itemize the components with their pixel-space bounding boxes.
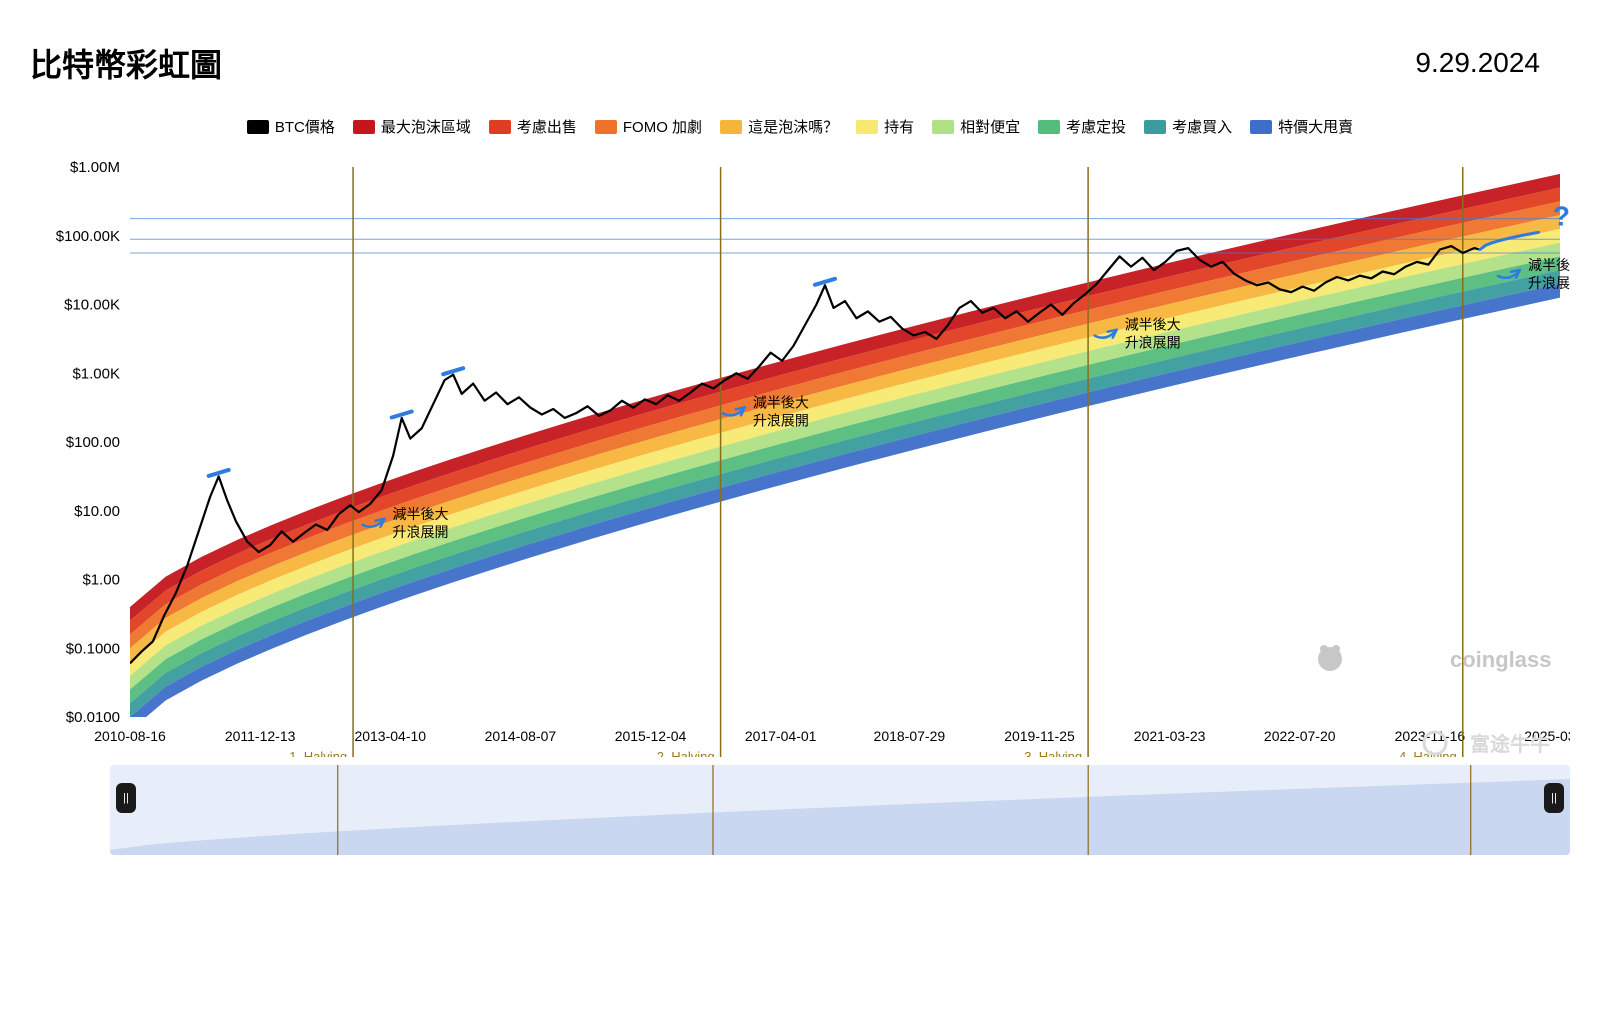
legend-item[interactable]: BTC價格: [247, 116, 335, 137]
time-scrubber[interactable]: || ||: [110, 765, 1570, 855]
x-tick-label: 2011-12-13: [225, 728, 296, 744]
scrubber-minimap: [110, 765, 1570, 855]
watermark-futu: 富途牛牛: [1470, 732, 1550, 756]
chart-container: $0.0100 $0.1000 $1.00 $10.00 $100.00 $1.00K $1…: [30, 157, 1570, 757]
y-tick-label: $10.00: [74, 503, 120, 520]
legend-swatch: [353, 120, 375, 134]
annotation-text: 減半後大: [1125, 317, 1181, 333]
peak-mark-icon: [209, 470, 229, 476]
halving-label: 3. Halving: [1024, 749, 1082, 757]
watermark-coinglass: coinglass: [1450, 647, 1551, 672]
x-tick-label: 2019-11-25: [1004, 728, 1075, 744]
legend-item[interactable]: 最大泡沫區域: [353, 116, 471, 137]
legend-item[interactable]: 這是泡沫嗎？: [720, 116, 838, 137]
chart-date: 9.29.2024: [1415, 47, 1540, 79]
legend-swatch: [720, 120, 742, 134]
legend-swatch: [1144, 120, 1166, 134]
halving-label: 1. Halving: [289, 749, 347, 757]
legend-swatch: [247, 120, 269, 134]
x-tick-label: 2014-08-07: [485, 728, 557, 744]
legend-item[interactable]: 考慮買入: [1144, 116, 1232, 137]
legend-item[interactable]: 考慮定投: [1038, 116, 1126, 137]
x-tick-label: 2010-08-16: [94, 728, 166, 744]
annotation-text: 升浪展開: [1125, 335, 1181, 351]
annotation-text: 減半後大: [1528, 257, 1570, 273]
legend-swatch: [595, 120, 617, 134]
coinglass-logo-icon: [1320, 645, 1328, 653]
peak-mark-icon: [443, 368, 463, 374]
legend-label: 持有: [884, 116, 914, 137]
coinglass-logo-icon: [1332, 645, 1340, 653]
legend-item[interactable]: 特價大甩賣: [1250, 116, 1353, 137]
annotation-text: 升浪展開: [1528, 275, 1570, 291]
legend-label: 最大泡沫區域: [381, 116, 471, 137]
legend-item[interactable]: 相對便宜: [932, 116, 1020, 137]
y-tick-label: $100.00K: [56, 228, 120, 245]
y-tick-label: $0.0100: [66, 709, 120, 726]
x-tick-label: 2023-11-16: [1395, 728, 1466, 744]
legend-swatch: [856, 120, 878, 134]
legend-item[interactable]: 考慮出售: [489, 116, 577, 137]
y-tick-label: $0.1000: [66, 640, 120, 657]
scrubber-handle-left[interactable]: ||: [116, 783, 136, 813]
legend-label: 考慮出售: [517, 116, 577, 137]
x-tick-label: 2022-07-20: [1264, 728, 1336, 744]
x-tick-label: 2013-04-10: [354, 728, 426, 744]
x-tick-label: 2021-03-23: [1134, 728, 1206, 744]
y-tick-label: $10.00K: [64, 297, 120, 314]
annotation-text: 減半後大: [393, 506, 449, 522]
legend-swatch: [1038, 120, 1060, 134]
halving-label: 2. Halving: [657, 749, 715, 757]
legend-label: FOMO 加劇: [623, 116, 702, 137]
y-tick-label: $100.00: [66, 434, 120, 451]
rainbow-chart: $0.0100 $0.1000 $1.00 $10.00 $100.00 $1.00K $1…: [30, 157, 1570, 757]
x-tick-label: 2017-04-01: [745, 728, 817, 744]
y-tick-label: $1.00K: [72, 365, 120, 382]
legend-label: 這是泡沫嗎？: [748, 116, 838, 137]
legend-swatch: [932, 120, 954, 134]
y-tick-label: $1.00M: [70, 159, 120, 176]
legend-item[interactable]: FOMO 加劇: [595, 116, 702, 137]
scrubber-handle-right[interactable]: ||: [1544, 783, 1564, 813]
legend-label: 考慮定投: [1066, 116, 1126, 137]
x-tick-label: 2018-07-29: [874, 728, 946, 744]
peak-mark-icon: [392, 412, 412, 418]
legend-label: 特價大甩賣: [1278, 116, 1353, 137]
legend-label: BTC價格: [275, 116, 335, 137]
legend-item[interactable]: 持有: [856, 116, 914, 137]
question-mark-icon: ?: [1553, 200, 1570, 231]
legend-swatch: [489, 120, 511, 134]
annotation-text: 升浪展開: [753, 412, 809, 428]
legend-label: 相對便宜: [960, 116, 1020, 137]
annotation-text: 升浪展開: [393, 524, 449, 540]
annotation-text: 減半後大: [753, 394, 809, 410]
chart-title: 比特幣彩虹圖: [30, 40, 222, 86]
legend-swatch: [1250, 120, 1272, 134]
legend-label: 考慮買入: [1172, 116, 1232, 137]
scrubber-area: [110, 779, 1570, 855]
legend: BTC價格 最大泡沫區域 考慮出售 FOMO 加劇 這是泡沫嗎？ 持有 相對便宜 考慮定投 考慮…: [0, 106, 1600, 157]
y-tick-label: $1.00: [82, 572, 120, 589]
x-tick-label: 2015-12-04: [615, 728, 687, 744]
peak-mark-icon: [815, 279, 835, 285]
